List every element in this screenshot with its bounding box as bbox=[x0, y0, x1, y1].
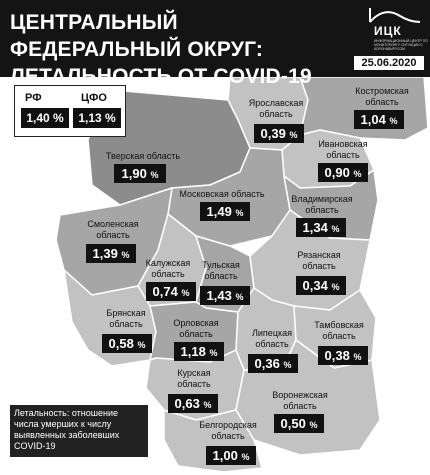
logo-icon bbox=[369, 8, 421, 23]
region-label-kursk: Курская область bbox=[177, 368, 211, 389]
region-value-kostroma: 1,04 % bbox=[354, 110, 404, 129]
region-value-lipetsk: 0,36 % bbox=[248, 354, 298, 373]
region-label-belgorod: Белгородская область bbox=[199, 420, 257, 441]
region-label-ivanovo: Ивановская область bbox=[318, 139, 368, 160]
region-value-belgorod: 1,00 % bbox=[206, 446, 256, 465]
region-label-orel: Орловская область bbox=[173, 318, 219, 339]
region-label-kostroma: Костромская область bbox=[355, 86, 409, 107]
region-label-bryansk: Брянская область bbox=[106, 308, 146, 329]
cfo-label: ЦФО bbox=[81, 92, 107, 104]
region-label-vladimir: Владимирская область bbox=[291, 194, 353, 215]
cfo-value: 1,13 bbox=[78, 111, 102, 125]
region-value-vladimir: 1,34 % bbox=[296, 218, 346, 237]
region-value-tambov: 0,38 % bbox=[318, 346, 368, 365]
page-title: ЦЕНТРАЛЬНЫЙ ФЕДЕРАЛЬНЫЙ ОКРУГ: ЛЕТАЛЬНОС… bbox=[10, 11, 312, 88]
region-label-yaroslavl: Ярославская область bbox=[248, 98, 304, 119]
region-value-kursk: 0,63 % bbox=[168, 394, 218, 413]
region-value-ivanovo: 0,90 % bbox=[318, 163, 368, 182]
region-label-lipetsk: Липецкая область bbox=[252, 328, 292, 349]
region-label-moscow: Московская область bbox=[179, 189, 265, 199]
region-value-ryazan: 0,34 % bbox=[296, 276, 346, 295]
region-value-voronezh: 0,50 % bbox=[274, 414, 324, 433]
region-label-tambov: Тамбовская область bbox=[314, 320, 364, 341]
date-badge: 25.06.2020 bbox=[354, 56, 424, 70]
region-value-moscow: 1,49 % bbox=[200, 202, 250, 221]
region-label-kaluga: Калужская область bbox=[145, 258, 191, 279]
region-label-ryazan: Рязанская область bbox=[297, 250, 341, 271]
region-value-orel: 1,18 % bbox=[174, 342, 224, 361]
region-value-yaroslavl: 0,39 % bbox=[254, 124, 304, 143]
region-value-kaluga: 0,74 % bbox=[146, 282, 196, 301]
footnote: Летальность: отношение числа умерших к ч… bbox=[10, 405, 148, 457]
unit-label: % bbox=[53, 111, 64, 125]
logo-subtitle: ИНФОРМАЦИОННЫЙ ЦЕНТР ПО МОНИТОРИНГУ СИТУ… bbox=[374, 39, 428, 51]
rf-value-badge: 1,40 % bbox=[21, 108, 69, 128]
logo-text: ИЦК bbox=[374, 24, 402, 38]
cfo-value-badge: 1,13 % bbox=[73, 108, 121, 128]
region-value-tver: 1,90 % bbox=[114, 164, 166, 183]
rf-value: 1,40 bbox=[26, 111, 50, 125]
region-label-tula: Тульская область bbox=[202, 260, 240, 281]
unit-label: % bbox=[105, 111, 116, 125]
region-label-voronezh: Воронежская область bbox=[272, 390, 328, 411]
summary-legend: РФ ЦФО 1,40 % 1,13 % bbox=[14, 85, 126, 137]
rf-label: РФ bbox=[25, 92, 42, 104]
region-label-tver: Тверская область bbox=[105, 151, 181, 161]
region-label-smolensk: Смоленская область bbox=[87, 219, 139, 240]
region-value-tula: 1,43 % bbox=[200, 286, 250, 305]
region-value-smolensk: 1,39 % bbox=[86, 244, 136, 263]
region-value-bryansk: 0,58 % bbox=[102, 334, 152, 353]
